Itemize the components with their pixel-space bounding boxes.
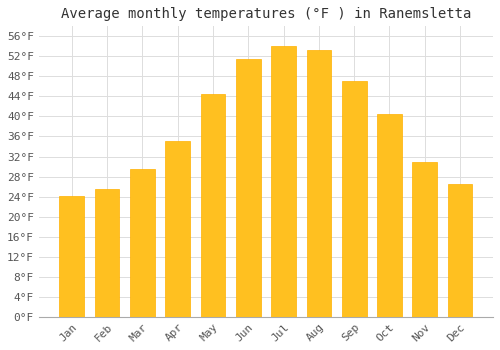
Bar [377,114,402,317]
Bar [448,184,472,317]
Bar [412,161,437,317]
Bar [94,189,120,317]
Bar [200,94,226,317]
Bar [60,196,84,317]
Bar [271,46,296,317]
Bar [130,169,155,317]
Bar [342,82,366,317]
Bar [306,50,331,317]
Bar [236,59,260,317]
Bar [166,141,190,317]
Title: Average monthly temperatures (°F ) in Ranemsletta: Average monthly temperatures (°F ) in Ra… [60,7,471,21]
